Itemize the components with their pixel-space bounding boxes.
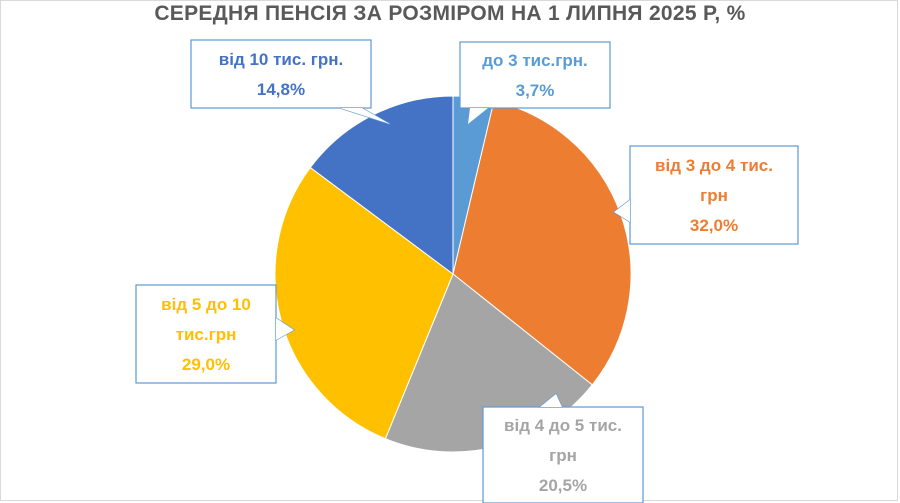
callout-category-label: від 10 тис. грн. [219,50,343,69]
callout-category-label: грн [549,446,577,465]
callout-category-label: від 4 до 5 тис. [504,416,622,435]
callout-category-label: грн [700,186,728,205]
callout-value-label: 20,5% [539,476,587,495]
callout-category-label: від 3 до 4 тис. [655,156,773,175]
callout-value-label: 29,0% [182,355,230,374]
data-callout-4: від 5 до 10 тис.грн 29,0% [135,284,296,384]
callout-value-label: 14,8% [257,80,305,99]
callout-category-label: від 5 до 10 [161,295,251,314]
data-callout-1: до 3 тис.грн. 3,7% [459,41,611,126]
callout-category-label: тис.грн [176,325,237,344]
callout-box [482,406,644,503]
data-callout-5: від 10 тис. грн. 14,8% [190,39,391,125]
chart-title: СЕРЕДНЯ ПЕНСІЯ ЗА РОЗМІРОМ НА 1 ЛИПНЯ 20… [154,2,746,25]
data-callout-3: від 4 до 5 тис. грн 20,5% [482,393,644,503]
callout-value-label: 3,7% [516,81,555,100]
callout-box [135,284,277,384]
callout-value-label: 32,0% [690,216,738,235]
callout-box [190,39,372,109]
callout-box [459,41,611,109]
callout-box [629,145,799,245]
data-callout-2: від 3 до 4 тис. грн 32,0% [612,145,799,245]
callout-category-label: до 3 тис.грн. [482,51,588,70]
